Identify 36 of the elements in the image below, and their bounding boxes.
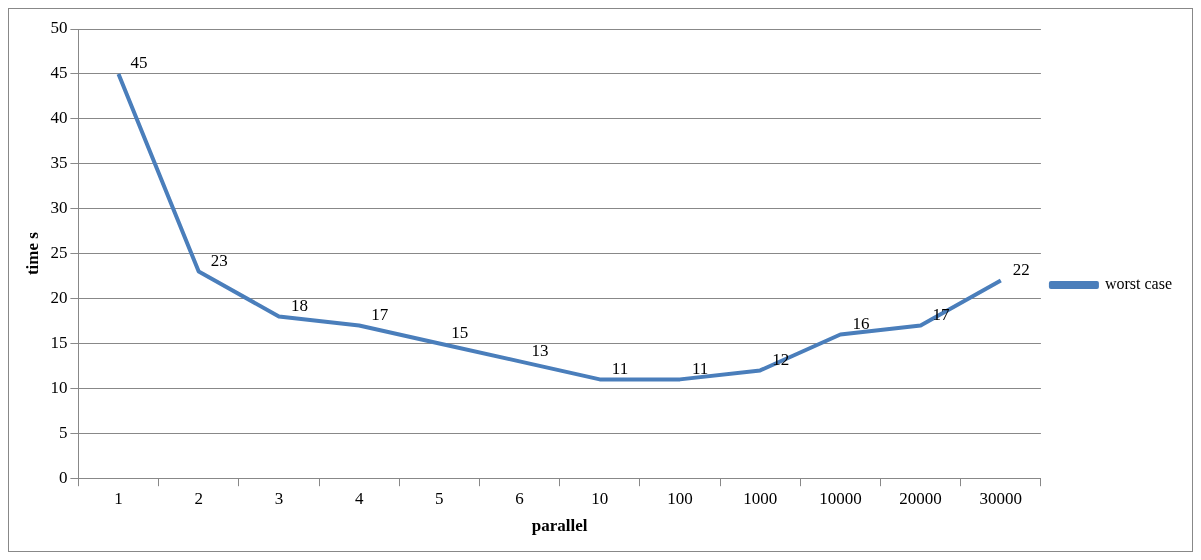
legend-label: worst case: [1104, 275, 1173, 293]
x-tick-label: 5: [435, 488, 444, 508]
x-axis-title: parallel: [531, 516, 588, 536]
x-tick-label: 2: [194, 488, 203, 508]
x-tick-label: 1: [114, 488, 123, 508]
y-tick-label: 20: [50, 287, 68, 307]
x-tick-label: 100: [667, 488, 693, 508]
x-tick-label: 4: [354, 488, 364, 508]
y-tick-label: 25: [50, 243, 68, 263]
data-label: 17: [371, 304, 389, 324]
x-tick-label: 30000: [979, 488, 1023, 508]
y-tick-label: 15: [50, 332, 68, 352]
data-label: 18: [290, 295, 308, 315]
data-label: 16: [852, 313, 870, 333]
x-tick-label: 10: [591, 488, 609, 508]
data-label: 13: [531, 340, 549, 360]
x-tick-label: 6: [515, 488, 524, 508]
y-tick-label: 30: [50, 198, 68, 218]
y-tick-label: 45: [50, 63, 68, 83]
y-tick-label: 50: [50, 18, 68, 38]
data-label: 23: [210, 251, 228, 271]
data-label: 45: [130, 53, 148, 73]
y-tick-label: 40: [50, 108, 68, 128]
y-tick-label: 5: [58, 422, 68, 442]
y-axis-title: time s: [22, 231, 42, 276]
y-tick-label: 35: [50, 153, 68, 173]
x-tick-label: 1000: [743, 488, 778, 508]
x-tick-label: 10000: [819, 488, 862, 508]
data-label: 15: [451, 322, 469, 342]
y-tick-label: 10: [50, 377, 68, 397]
y-tick-label: 0: [58, 467, 68, 487]
data-label: 11: [691, 358, 709, 378]
x-tick-label: 20000: [899, 488, 942, 508]
data-label: 11: [611, 358, 629, 378]
data-label: 22: [1012, 260, 1030, 280]
x-tick-label: 3: [274, 488, 284, 508]
